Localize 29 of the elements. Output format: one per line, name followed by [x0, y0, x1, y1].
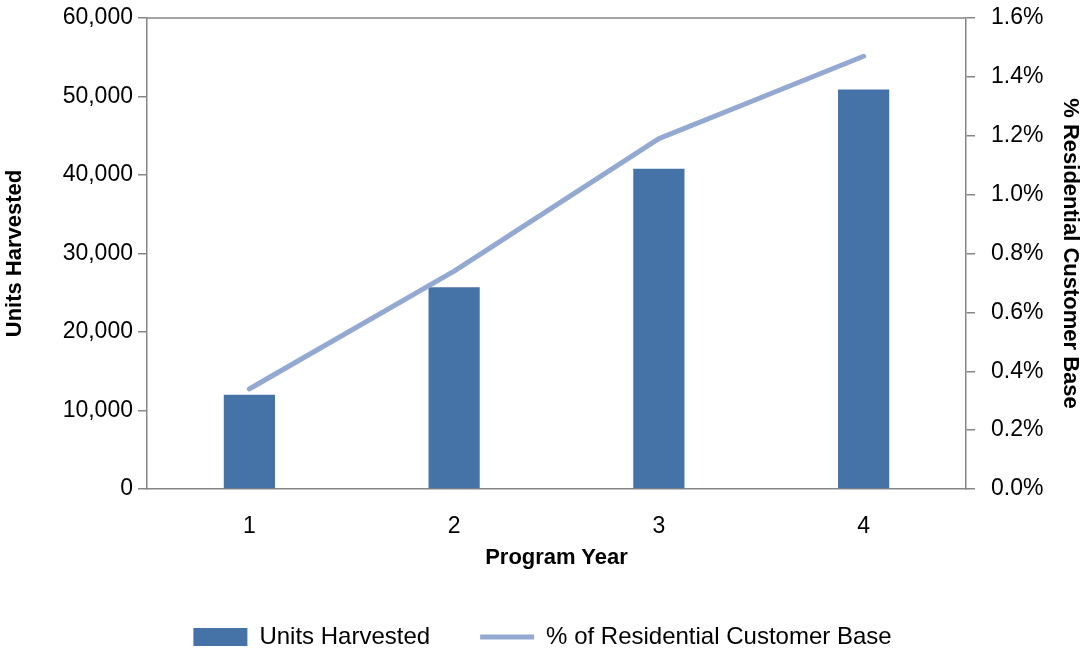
y-tick-label: 60,000	[62, 3, 133, 30]
y2-tick-label: 0.6%	[991, 297, 1044, 324]
x-tick-label: 3	[652, 512, 666, 539]
bar	[633, 168, 685, 489]
y2-tick-label: 0.4%	[991, 356, 1044, 383]
y-tick-label: 0	[120, 474, 133, 501]
legend-label: Units Harvested	[259, 621, 431, 649]
x-axis-title: Program Year	[485, 543, 629, 569]
y-tick-label: 20,000	[62, 317, 133, 344]
y2-axis-title: % Residential Customer Base	[1058, 98, 1084, 409]
y2-tick-label: 1.4%	[991, 62, 1044, 89]
y2-tick-label: 1.2%	[991, 121, 1044, 148]
y2-tick-label: 1.0%	[991, 179, 1044, 206]
y-tick-label: 10,000	[62, 395, 133, 422]
y2-tick-label: 1.6%	[991, 3, 1044, 30]
x-tick-label: 2	[447, 512, 461, 539]
y-tick-label: 30,000	[62, 238, 133, 265]
y-axis-title: Units Harvested	[1, 169, 27, 338]
x-tick-label: 1	[242, 512, 256, 539]
bar	[428, 287, 480, 489]
y-tick-label: 40,000	[62, 160, 133, 187]
bar	[838, 89, 890, 489]
bar	[223, 394, 275, 489]
legend-label: % of Residential Customer Base	[546, 621, 892, 649]
y-tick-label: 50,000	[62, 81, 133, 108]
y2-tick-label: 0.8%	[991, 238, 1044, 265]
y2-tick-label: 0.2%	[991, 415, 1044, 442]
x-tick-label: 4	[857, 512, 871, 539]
y2-tick-label: 0.0%	[991, 474, 1044, 501]
